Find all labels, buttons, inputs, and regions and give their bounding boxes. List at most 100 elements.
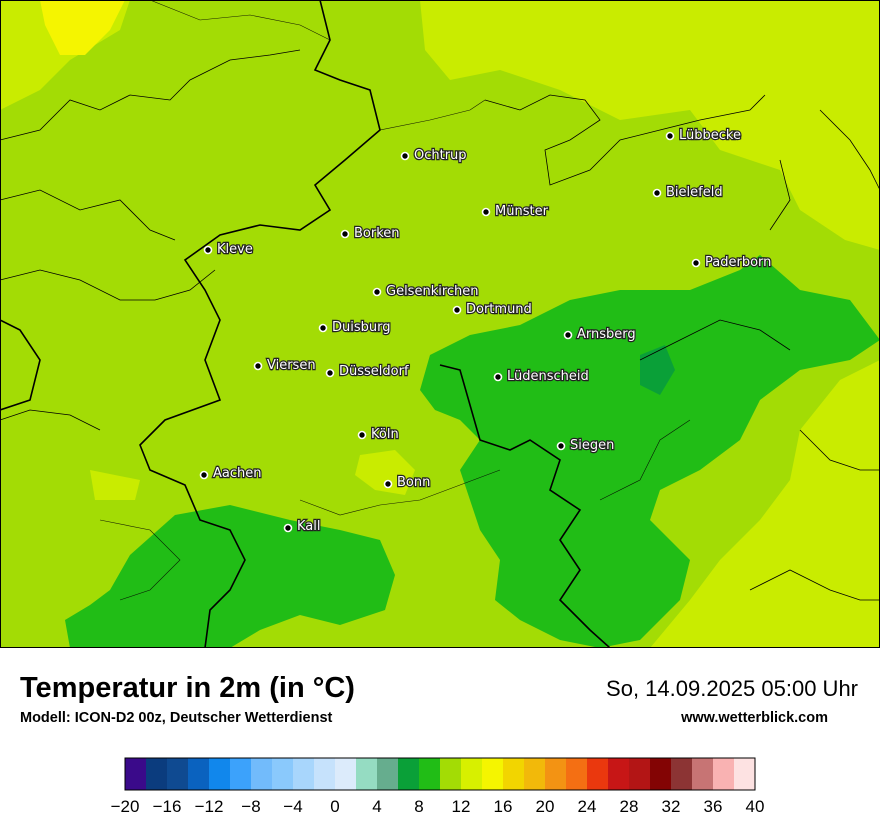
legend-swatch (125, 758, 147, 790)
city-label: Aachen (213, 466, 261, 481)
city-kall[interactable]: Kall (283, 518, 322, 535)
city-siegen[interactable]: Siegen (556, 437, 616, 454)
legend-swatch (608, 758, 630, 790)
city-viersen[interactable]: Viersen (253, 357, 317, 374)
legend-tick-label: 16 (494, 797, 513, 816)
legend-swatch (692, 758, 714, 790)
temp-zone-8-10-sauerland (420, 255, 880, 648)
city-ludenscheid[interactable]: Lüdenscheid (493, 368, 590, 385)
legend-swatch (482, 758, 504, 790)
city-duisburg[interactable]: Duisburg (318, 319, 392, 336)
temperature-map: Lübbecke Ochtrup Bielefeld Münster Borke… (0, 0, 880, 648)
city-marker (383, 479, 393, 489)
city-marker (283, 523, 293, 533)
city-label: Gelsenkirchen (386, 284, 479, 299)
legend-tick-label: 12 (452, 797, 471, 816)
website-link[interactable]: www.wetterblick.com (681, 710, 828, 726)
legend-swatch (629, 758, 651, 790)
legend-tick-label: 8 (414, 797, 423, 816)
forecast-datetime: So, 14.09.2025 05:00 Uhr (606, 676, 858, 701)
city-marker (199, 470, 209, 480)
city-borken[interactable]: Borken (340, 225, 401, 242)
legend-swatch (545, 758, 567, 790)
city-label: Lüdenscheid (507, 369, 589, 384)
city-marker (372, 287, 382, 297)
legend-tick-label: 28 (620, 797, 639, 816)
state-borders (0, 49, 880, 601)
city-marker (400, 151, 410, 161)
temp-zone-16-18 (40, 0, 125, 55)
legend-frame (124, 757, 756, 791)
city-marker (340, 229, 350, 239)
city-label: Dortmund (466, 302, 532, 317)
legend-swatch (146, 758, 168, 790)
legend-ticks: −20 −16 −12 −8 −4 0 4 8 12 16 20 24 28 32 36 40 (111, 797, 765, 816)
legend-tick-label: 4 (372, 797, 381, 816)
legend-tick-label: −16 (153, 797, 182, 816)
legend-swatch (671, 758, 693, 790)
city-label: Münster (495, 204, 549, 219)
temp-zone-14-16-east (650, 360, 880, 648)
city-marker (357, 430, 367, 440)
legend-swatch (650, 758, 672, 790)
city-label: Borken (354, 226, 400, 241)
legend-swatch (314, 758, 336, 790)
city-dusseldorf[interactable]: Düsseldorf (325, 363, 410, 380)
city-koln[interactable]: Köln (357, 426, 400, 443)
legend-swatch (272, 758, 294, 790)
city-label: Siegen (570, 438, 614, 453)
city-marker (691, 258, 701, 268)
city-label: Duisburg (332, 320, 391, 335)
model-info: Modell: ICON-D2 00z, Deutscher Wetterdie… (20, 710, 333, 726)
legend-swatch (335, 758, 357, 790)
city-bonn[interactable]: Bonn (383, 474, 432, 491)
legend-swatch (440, 758, 462, 790)
city-marker (452, 305, 462, 315)
city-label: Bonn (397, 475, 430, 490)
city-paderborn[interactable]: Paderborn (691, 254, 773, 271)
color-legend: −20 −16 −12 −8 −4 0 4 8 12 16 20 24 28 32 36 40 (111, 757, 765, 816)
city-label: Viersen (267, 358, 316, 373)
city-kleve[interactable]: Kleve (203, 241, 254, 258)
legend-swatch (167, 758, 189, 790)
map-title: Temperatur in 2m (in °C) (20, 672, 355, 704)
legend-color-bar (125, 758, 756, 790)
legend-swatch (209, 758, 231, 790)
legend-swatch (587, 758, 609, 790)
legend-tick-label: −8 (241, 797, 260, 816)
city-munster[interactable]: Münster (481, 203, 550, 220)
legend-tick-label: −4 (283, 797, 302, 816)
legend-tick-label: 32 (662, 797, 681, 816)
legend-swatch (419, 758, 441, 790)
temp-zone-8-10-eifel (65, 505, 395, 648)
legend-swatch (188, 758, 210, 790)
city-bielefeld[interactable]: Bielefeld (652, 184, 724, 201)
city-marker (556, 441, 566, 451)
legend-swatch (461, 758, 483, 790)
city-marker (481, 207, 491, 217)
city-gelsenkirchen[interactable]: Gelsenkirchen (372, 283, 480, 300)
city-arnsberg[interactable]: Arnsberg (563, 326, 637, 343)
legend-swatch (230, 758, 252, 790)
temp-zone-14-16-aachen (90, 470, 140, 500)
legend-tick-label: −20 (111, 797, 140, 816)
city-marker (563, 330, 573, 340)
legend-swatch (524, 758, 546, 790)
temp-zone-14-16-north (420, 0, 880, 250)
city-label: Düsseldorf (339, 364, 409, 379)
city-dortmund[interactable]: Dortmund (452, 301, 533, 318)
city-marker (318, 323, 328, 333)
legend-tick-label: 36 (704, 797, 723, 816)
city-label: Paderborn (705, 255, 771, 270)
legend-tick-label: −12 (195, 797, 224, 816)
legend-swatch (713, 758, 735, 790)
legend-tick-label: 40 (746, 797, 765, 816)
legend-swatch (734, 758, 756, 790)
legend-tick-label: 0 (330, 797, 339, 816)
city-label: Kall (297, 519, 321, 534)
city-label: Kleve (217, 242, 253, 257)
city-ochtrup[interactable]: Ochtrup (400, 147, 468, 164)
city-aachen[interactable]: Aachen (199, 465, 263, 482)
city-lubbecke[interactable]: Lübbecke (665, 127, 742, 144)
legend-swatch (377, 758, 399, 790)
